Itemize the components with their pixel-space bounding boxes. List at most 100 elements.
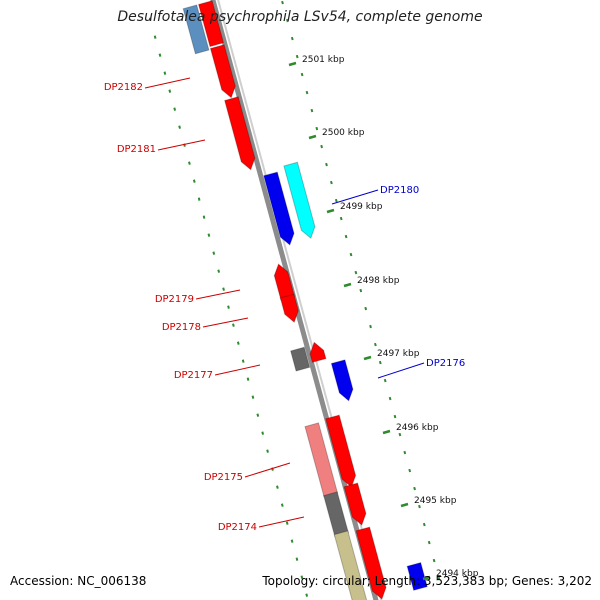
inner-tick-dot xyxy=(295,557,299,561)
gene-block-dp2177a xyxy=(290,346,311,372)
gene-label-dp2177: DP2177 xyxy=(174,370,213,381)
kbp-tick-label: 2494 kbp xyxy=(436,569,479,579)
kbp-tick-mark xyxy=(288,61,297,67)
outer-tick-dot xyxy=(344,234,348,239)
outer-tick-dot xyxy=(330,180,333,185)
inner-tick-dot xyxy=(212,251,216,255)
outer-tick-dot xyxy=(300,72,304,77)
kbp-tick-label: 2496 kbp xyxy=(396,423,439,433)
inner-tick-dot xyxy=(168,89,172,93)
inner-tick-dot xyxy=(241,359,245,363)
outer-tick-dot xyxy=(339,216,343,221)
inner-tick-dot xyxy=(261,431,265,435)
kbp-tick-mark xyxy=(326,208,335,214)
kbp-tick-label: 2495 kbp xyxy=(414,496,457,506)
outer-tick-dot xyxy=(310,108,314,113)
inner-tick-dot xyxy=(163,71,167,75)
gene-block-dp2174b xyxy=(343,482,367,526)
outer-tick-dot xyxy=(393,414,397,419)
outer-tick-dot xyxy=(378,360,382,365)
gene-block-dp2182 xyxy=(209,44,236,99)
outer-tick-dot xyxy=(359,288,363,293)
outer-tick-dot xyxy=(334,198,338,203)
gene-block-dp2176 xyxy=(330,359,354,402)
kbp-tick-mark xyxy=(422,575,431,581)
inner-tick-dot xyxy=(236,341,240,345)
gene-leader-line xyxy=(331,189,379,205)
inner-tick-dot xyxy=(153,35,157,39)
outer-tick-dot xyxy=(437,576,441,581)
inner-tick-dot xyxy=(305,593,309,597)
gene-block-top-left xyxy=(182,4,210,55)
outer-tick-dot xyxy=(281,0,284,5)
gene-block-dp2178 xyxy=(279,293,299,323)
kbp-tick-mark xyxy=(400,502,409,508)
inner-tick-dot xyxy=(256,413,260,417)
kbp-tick-label: 2501 kbp xyxy=(302,55,345,65)
kbp-tick-label: 2497 kbp xyxy=(377,349,420,359)
inner-tick-dot xyxy=(202,215,206,219)
gene-block-dp2175b xyxy=(325,414,357,488)
kbp-tick-mark xyxy=(308,134,317,140)
outer-tick-dot xyxy=(295,54,299,59)
outer-tick-dot xyxy=(320,144,323,149)
outer-tick-dot xyxy=(315,126,319,131)
inner-tick-dot xyxy=(276,485,279,489)
gene-block-dp2177b xyxy=(309,341,327,363)
inner-tick-dot xyxy=(280,503,284,507)
gene-leader-line xyxy=(202,317,249,328)
outer-tick-dot xyxy=(286,18,289,23)
gene-label-dp2175: DP2175 xyxy=(204,472,243,483)
gene-block-bottom-blue xyxy=(406,561,428,591)
gene-leader-line xyxy=(195,289,241,300)
inner-tick-dot xyxy=(207,233,211,237)
inner-tick-dot xyxy=(246,377,250,381)
inner-tick-dot xyxy=(188,161,191,165)
inner-tick-dot xyxy=(266,449,269,453)
gene-label-dp2181: DP2181 xyxy=(117,144,156,155)
gene-label-dp2178: DP2178 xyxy=(162,322,201,333)
outer-tick-dot xyxy=(413,486,416,491)
gene-label-dp2182: DP2182 xyxy=(104,82,143,93)
gene-block-dp2180-b xyxy=(283,161,316,239)
gene-block-dp2175a xyxy=(304,422,339,498)
inner-tick-dot xyxy=(197,197,201,201)
gene-block-dp2174a xyxy=(323,491,350,538)
gene-block-bottom xyxy=(355,526,387,600)
gene-label-dp2174: DP2174 xyxy=(218,522,257,533)
outer-tick-dot xyxy=(403,450,407,455)
outer-tick-dot xyxy=(364,306,368,311)
gene-leader-line xyxy=(214,364,261,376)
gene-leader-line xyxy=(244,462,291,478)
inner-tick-dot xyxy=(232,323,235,327)
outer-tick-dot xyxy=(427,540,431,545)
gene-label-dp2179: DP2179 xyxy=(155,294,194,305)
inner-tick-dot xyxy=(178,125,181,129)
gene-block-dp2181 xyxy=(224,96,256,171)
genome-summary: Topology: circular; Length: 3,523,383 bp… xyxy=(262,574,592,588)
inner-tick-dot xyxy=(222,287,225,291)
outer-tick-dot xyxy=(290,36,294,41)
inner-tick-dot xyxy=(158,53,162,57)
kbp-tick-label: 2499 kbp xyxy=(340,202,383,212)
outer-tick-dot xyxy=(349,252,353,257)
gene-label-dp2176: DP2176 xyxy=(426,358,465,369)
inner-tick-dot xyxy=(300,575,304,579)
outer-tick-dot xyxy=(374,342,377,347)
inner-tick-dot xyxy=(227,305,230,309)
map-title: Desulfotalea psychrophila LSv54, complet… xyxy=(117,9,483,25)
gene-block xyxy=(197,0,225,48)
outer-tick-dot xyxy=(418,504,421,509)
outer-tick-dot xyxy=(408,468,412,473)
outer-tick-dot xyxy=(325,162,328,167)
inner-tick-dot xyxy=(285,521,289,525)
gene-label-dp2180: DP2180 xyxy=(380,185,419,196)
outer-tick-dot xyxy=(305,90,309,95)
kbp-tick-label: 2500 kbp xyxy=(322,128,365,138)
outer-tick-dot xyxy=(354,270,358,275)
outer-tick-dot xyxy=(432,558,436,563)
outer-tick-dot xyxy=(369,324,372,329)
kbp-tick-mark xyxy=(343,282,352,288)
outer-tick-dot xyxy=(388,396,392,401)
